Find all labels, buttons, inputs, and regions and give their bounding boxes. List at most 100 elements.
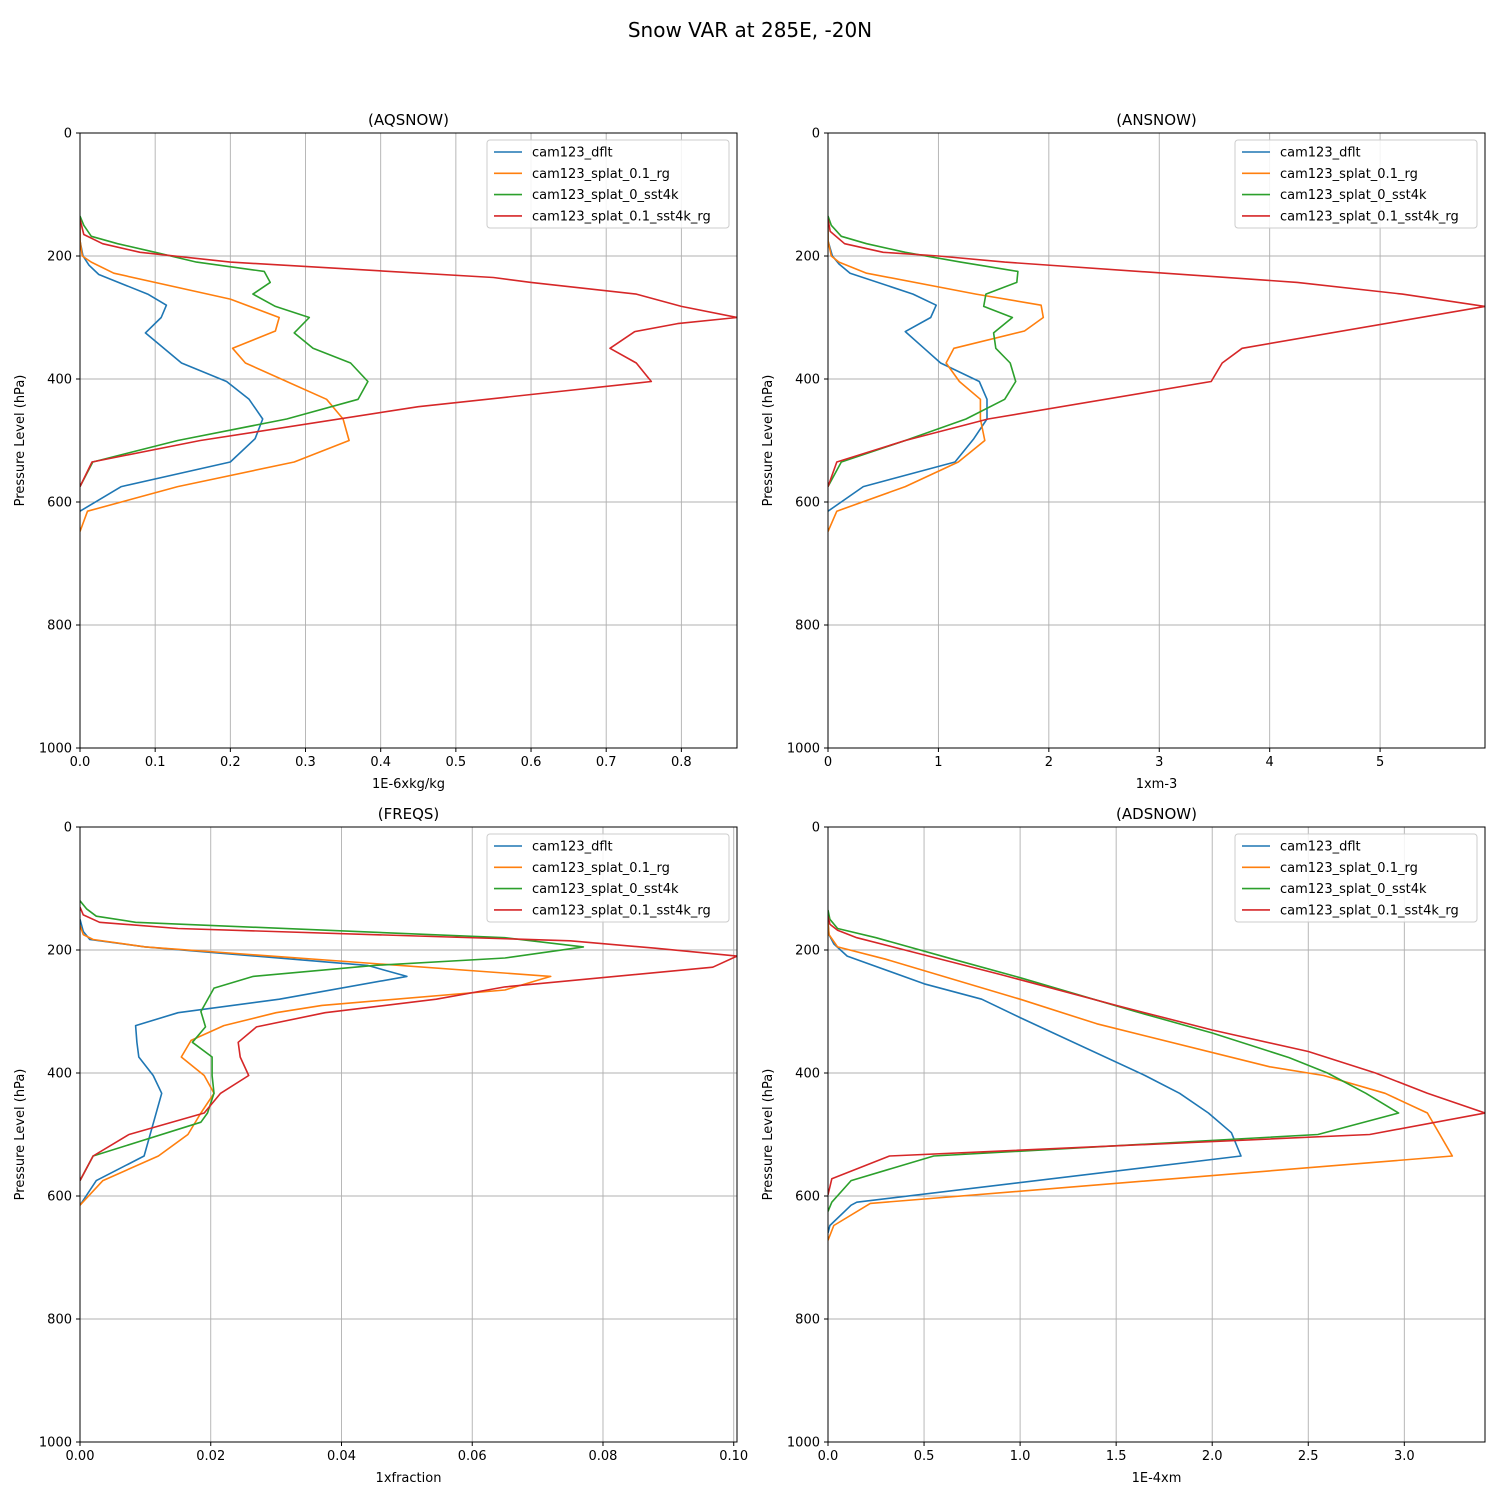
- x-tick-label: 0.7: [596, 755, 617, 770]
- x-axis-label: 1E-4xm: [1132, 1471, 1182, 1486]
- y-tick-label: 1000: [39, 742, 72, 757]
- y-tick-label: 600: [795, 1190, 820, 1205]
- x-tick-label: 3.0: [1394, 1449, 1415, 1464]
- x-tick-label: 2.0: [1202, 1449, 1223, 1464]
- y-tick-label: 200: [795, 250, 820, 265]
- y-tick-label: 400: [795, 1067, 820, 1082]
- chart-panel-4: (ADSNOW) 0.0 0.5 1.0 1.5 2.0 2.5 3.0 0 200 400 600 8…: [761, 805, 1486, 1486]
- legend-frame: [1234, 833, 1478, 923]
- x-tick-label: 1.5: [1106, 1449, 1127, 1464]
- legend: cam123_dflt cam123_splat_0.1_rg cam123_spl…: [486, 139, 730, 229]
- series-line-3: [828, 909, 1400, 1212]
- x-tick-label: 0.1: [145, 755, 166, 770]
- y-tick-label: 400: [47, 373, 72, 388]
- y-axis-label: Pressure Level (hPa): [761, 1069, 776, 1201]
- legend-label: cam123_dflt: [532, 840, 613, 855]
- axes-frame: [79, 826, 738, 1443]
- series-line-3: [80, 215, 369, 487]
- series-line-3: [828, 215, 1019, 487]
- x-tick-label: 1.0: [1010, 1449, 1031, 1464]
- x-axis-ticks: 0.0 0.1 0.2 0.3 0.4 0.5 0.6 0.7 0.8: [70, 748, 692, 770]
- y-axis-label: Pressure Level (hPa): [13, 375, 28, 507]
- legend-label: cam123_splat_0_sst4k: [1280, 188, 1427, 203]
- y-tick-label: 600: [795, 496, 820, 511]
- y-axis-ticks: 0 200 400 600 800 1000: [39, 127, 80, 757]
- y-axis-label: Pressure Level (hPa): [761, 375, 776, 507]
- y-tick-label: 800: [47, 619, 72, 634]
- x-axis-ticks: 0.00 0.02 0.04 0.06 0.08 0.10: [66, 1442, 748, 1464]
- y-tick-label: 800: [795, 619, 820, 634]
- series-line-4: [80, 906, 737, 1181]
- legend-label: cam123_splat_0.1_sst4k_rg: [532, 903, 711, 918]
- legend-frame: [486, 139, 730, 229]
- series-line-3: [80, 900, 585, 1181]
- x-tick-label: 5: [1376, 755, 1384, 770]
- series-line-1: [80, 225, 264, 512]
- y-tick-label: 200: [47, 250, 72, 265]
- legend-label: cam123_splat_0.1_sst4k_rg: [1280, 903, 1459, 918]
- series-line-4: [80, 218, 737, 487]
- x-axis-label: 1xm-3: [1136, 777, 1178, 792]
- legend-frame: [1234, 139, 1478, 229]
- y-axis-label: Pressure Level (hPa): [13, 1069, 28, 1201]
- y-tick-label: 400: [795, 373, 820, 388]
- y-axis-ticks: 0 200 400 600 800 1000: [787, 127, 828, 757]
- y-tick-label: 200: [47, 944, 72, 959]
- x-tick-label: 0.06: [458, 1449, 487, 1464]
- legend-label: cam123_splat_0_sst4k: [532, 882, 679, 897]
- legend-label: cam123_splat_0.1_sst4k_rg: [1280, 209, 1459, 224]
- x-tick-label: 0.4: [370, 755, 391, 770]
- panel-title: (AQSNOW): [368, 111, 449, 129]
- figure-title: Snow VAR at 285E, -20N: [628, 18, 872, 42]
- x-tick-label: 0: [824, 755, 832, 770]
- legend-label: cam123_splat_0.1_rg: [532, 167, 670, 182]
- chart-panel-3: (FREQS) 0.00 0.02 0.04 0.06 0.08 0.10 0 200 400 60…: [13, 805, 748, 1486]
- y-tick-label: 600: [47, 1190, 72, 1205]
- panel-title: (FREQS): [378, 805, 440, 823]
- series-lines: [80, 215, 737, 532]
- series-line-4: [828, 218, 1485, 487]
- y-tick-label: 600: [47, 496, 72, 511]
- series-line-2: [828, 225, 1045, 532]
- legend-frame: [486, 833, 730, 923]
- axes-frame: [827, 132, 1486, 749]
- x-tick-label: 0.08: [589, 1449, 618, 1464]
- series-line-4: [828, 916, 1485, 1195]
- panel-title: (ADSNOW): [1116, 805, 1197, 823]
- y-tick-label: 0: [812, 821, 820, 836]
- y-tick-label: 400: [47, 1067, 72, 1082]
- legend: cam123_dflt cam123_splat_0.1_rg cam123_spl…: [1234, 139, 1478, 229]
- x-tick-label: 0.0: [70, 755, 91, 770]
- x-tick-label: 3: [1155, 755, 1163, 770]
- legend-label: cam123_splat_0.1_rg: [532, 861, 670, 876]
- x-axis-label: 1xfraction: [376, 1471, 442, 1486]
- y-tick-label: 800: [795, 1313, 820, 1328]
- y-tick-label: 1000: [39, 1436, 72, 1451]
- legend-label: cam123_dflt: [1280, 146, 1361, 161]
- legend-label: cam123_splat_0.1_rg: [1280, 861, 1418, 876]
- series-lines: [80, 900, 737, 1206]
- legend: cam123_dflt cam123_splat_0.1_rg cam123_spl…: [1234, 833, 1478, 923]
- legend-label: cam123_splat_0_sst4k: [1280, 882, 1427, 897]
- x-tick-label: 0.00: [66, 1449, 95, 1464]
- x-tick-label: 0.6: [521, 755, 542, 770]
- y-tick-label: 0: [812, 127, 820, 142]
- axes-frame: [827, 826, 1486, 1443]
- legend-label: cam123_dflt: [1280, 840, 1361, 855]
- x-tick-label: 0.8: [671, 755, 692, 770]
- chart-panel-1: (AQSNOW) 0.0 0.1 0.2 0.3 0.4 0.5 0.6 0.7 0.8 0 200 4…: [13, 111, 738, 792]
- x-axis-ticks: 0 1 2 3 4 5: [824, 748, 1384, 770]
- x-tick-label: 4: [1266, 755, 1274, 770]
- x-tick-label: 0.5: [446, 755, 467, 770]
- y-tick-label: 800: [47, 1313, 72, 1328]
- series-line-1: [828, 922, 1242, 1234]
- y-tick-label: 0: [64, 821, 72, 836]
- y-axis-ticks: 0 200 400 600 800 1000: [39, 821, 80, 1451]
- legend-label: cam123_splat_0.1_sst4k_rg: [532, 209, 711, 224]
- x-tick-label: 2.5: [1298, 1449, 1319, 1464]
- x-tick-label: 0.5: [914, 1449, 935, 1464]
- panels: (AQSNOW)0.0 0.1 0.2 0.3 0.4 0.5 0.6 0.7 0.802004…: [13, 111, 1486, 1486]
- legend-label: cam123_dflt: [532, 146, 613, 161]
